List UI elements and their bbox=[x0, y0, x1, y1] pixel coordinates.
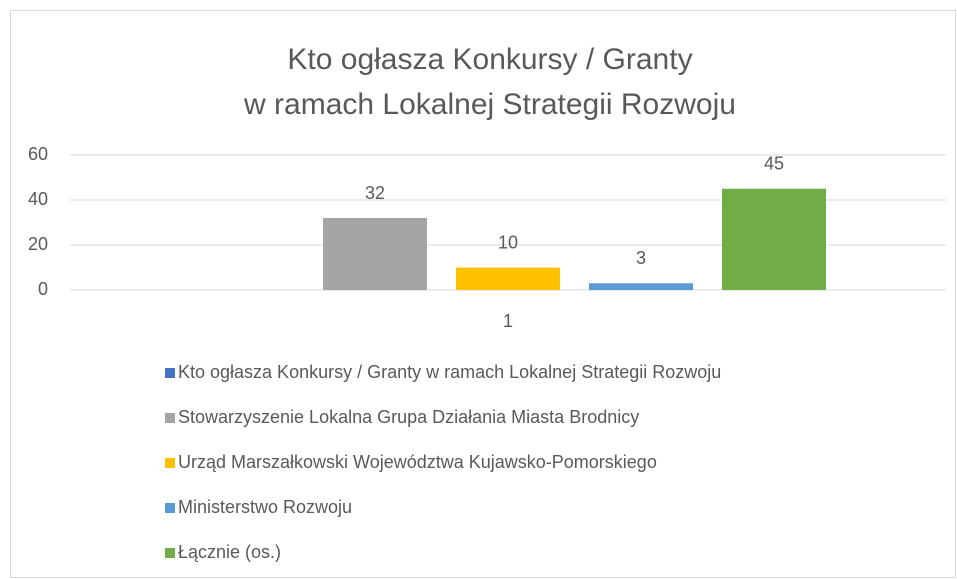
chart-border bbox=[10, 10, 956, 578]
legend-label: Kto ogłasza Konkursy / Granty w ramach L… bbox=[178, 362, 721, 382]
y-tick-label: 20 bbox=[28, 234, 48, 254]
legend-label: Ministerstwo Rozwoju bbox=[178, 497, 352, 517]
y-tick-label: 40 bbox=[28, 189, 48, 209]
legend-label: Łącznie (os.) bbox=[178, 542, 281, 562]
bar bbox=[323, 218, 427, 290]
data-label: 10 bbox=[498, 232, 518, 252]
data-label: 45 bbox=[764, 154, 784, 174]
bar bbox=[456, 267, 560, 290]
y-tick-label: 60 bbox=[28, 144, 48, 164]
chart-title: Kto ogłasza Konkursy / Granty bbox=[287, 43, 692, 76]
bar bbox=[589, 283, 693, 290]
legend-swatch bbox=[165, 458, 175, 468]
legend-swatch bbox=[165, 548, 175, 558]
y-tick-label: 0 bbox=[38, 279, 48, 299]
legend-label: Urząd Marszałkowski Województwa Kujawsko… bbox=[178, 452, 657, 472]
data-label: 32 bbox=[365, 183, 385, 203]
legend-label: Stowarzyszenie Lokalna Grupa Działania M… bbox=[178, 407, 639, 427]
legend-swatch bbox=[165, 413, 175, 423]
legend-swatch bbox=[165, 503, 175, 513]
x-tick-label: 1 bbox=[503, 311, 513, 331]
legend-swatch bbox=[165, 368, 175, 378]
chart-title: w ramach Lokalnej Strategii Rozwoju bbox=[243, 88, 736, 121]
bar bbox=[722, 188, 826, 290]
data-label: 3 bbox=[636, 248, 646, 268]
